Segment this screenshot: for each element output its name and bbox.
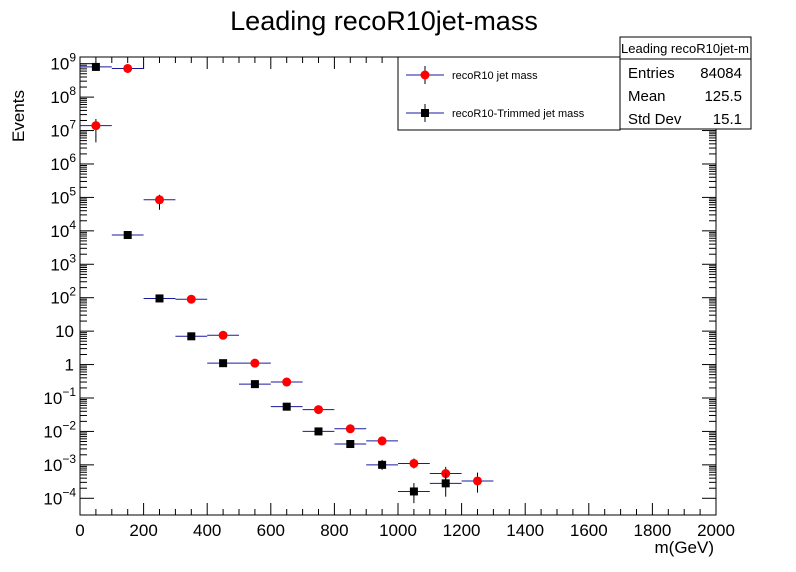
legend-entry-1: recoR10 jet mass	[452, 70, 538, 82]
legend-entry-2: recoR10-Trimmed jet mass	[452, 108, 585, 120]
y-tick-label: 10−1	[43, 385, 76, 408]
stats-title: Leading recoR10jet-m	[621, 41, 749, 56]
y-axis-title: Events	[9, 90, 28, 142]
data-point-square	[314, 427, 323, 436]
x-tick-label: 600	[257, 521, 285, 540]
x-tick-label: 1600	[570, 521, 608, 540]
data-point-square	[409, 487, 418, 496]
legend-box	[397, 56, 621, 131]
data-point-square	[123, 231, 132, 240]
y-tick-label: 10−4	[43, 485, 76, 508]
data-point-circle	[186, 294, 196, 304]
x-tick-label: 400	[193, 521, 221, 540]
x-tick-label: 1200	[443, 521, 481, 540]
legend-marker-square	[421, 109, 429, 117]
data-point-square	[250, 380, 259, 389]
y-tick-label: 107	[50, 118, 76, 141]
y-tick-label: 1	[65, 356, 74, 375]
data-point-square	[219, 359, 228, 368]
x-tick-label: 2000	[697, 521, 735, 540]
stats-frame	[619, 36, 752, 130]
x-axis: 0 200 400 600 800 1000 1200 1400 1600 1800 2000	[75, 57, 735, 540]
y-tick-label: 109	[50, 51, 76, 74]
data-point-circle	[409, 458, 419, 468]
data-point-circle	[155, 195, 164, 205]
chart-title: Leading recoR10jet-mass	[230, 6, 538, 36]
x-tick-label: 200	[129, 521, 157, 540]
x-tick-label: 0	[75, 521, 84, 540]
y-tick-label: 106	[50, 151, 76, 174]
x-tick-label: 1400	[506, 521, 544, 540]
data-point-square	[346, 440, 355, 449]
legend-marker-circle	[420, 70, 430, 80]
data-point-circle	[250, 358, 260, 368]
stats-box: Leading recoR10jet-m Entries 84084 Mean …	[619, 36, 752, 130]
y-tick-label: 102	[50, 285, 76, 308]
series-layer	[80, 62, 494, 504]
stats-entries-label: Entries	[628, 65, 675, 82]
data-point-circle	[345, 424, 355, 434]
y-tick-label: 10−3	[43, 452, 76, 475]
data-point-circle	[218, 330, 228, 340]
data-point-square	[282, 402, 291, 411]
data-point-square	[187, 332, 196, 341]
stats-entries-value: 84084	[700, 65, 742, 82]
data-point-circle	[282, 377, 292, 387]
data-point-circle	[377, 436, 387, 446]
data-point-circle	[123, 63, 133, 73]
data-point-circle	[314, 405, 323, 415]
y-tick-label: 103	[50, 251, 76, 274]
data-point-square	[441, 479, 450, 488]
data-point-circle	[473, 476, 482, 486]
y-tick-label: 10−2	[43, 418, 76, 441]
y-tick-label: 104	[50, 218, 76, 241]
data-point-square	[91, 62, 100, 71]
x-tick-label: 1800	[633, 521, 671, 540]
x-axis-title: m(GeV)	[655, 538, 715, 557]
stats-stddev-label: Std Dev	[628, 111, 682, 128]
stats-mean-value: 125.5	[704, 88, 742, 105]
stats-mean-label: Mean	[628, 88, 666, 105]
x-tick-label: 800	[320, 521, 348, 540]
data-point-square	[378, 460, 387, 469]
y-tick-label: 108	[50, 84, 76, 107]
y-tick-label: 105	[50, 184, 76, 207]
data-point-square	[155, 294, 164, 303]
stats-stddev-value: 15.1	[713, 111, 742, 128]
data-point-circle	[91, 121, 101, 131]
legend: recoR10 jet mass recoR10-Trimmed jet mas…	[397, 56, 621, 131]
y-tick-label: 10	[55, 322, 74, 341]
x-tick-label: 1000	[379, 521, 417, 540]
